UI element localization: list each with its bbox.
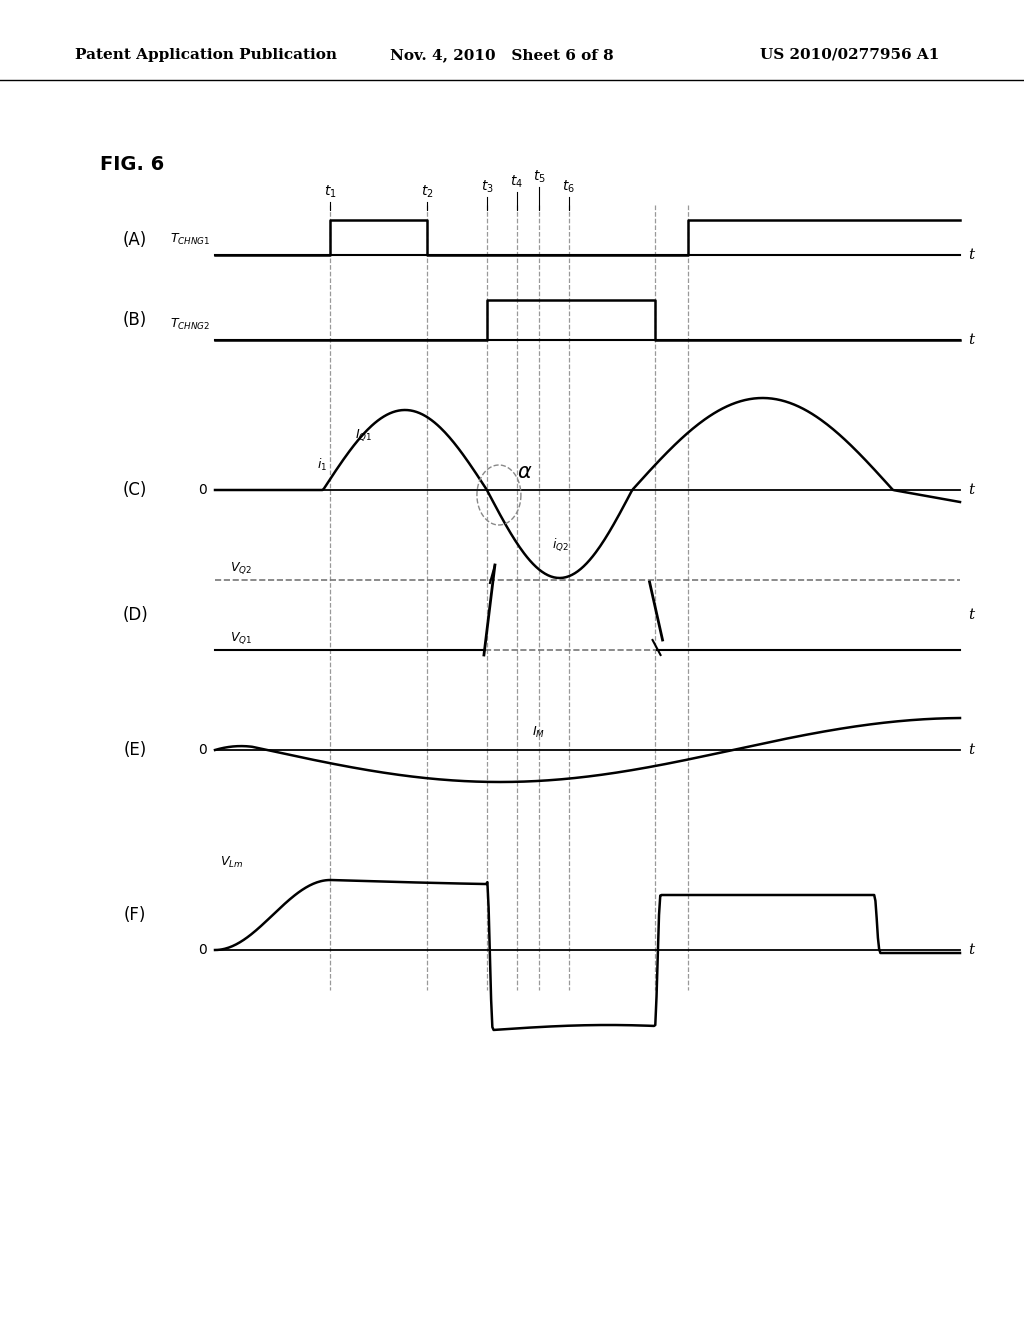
Text: $V_{Q2}$: $V_{Q2}$ bbox=[230, 560, 252, 576]
Text: $I_M$: $I_M$ bbox=[531, 725, 545, 741]
Text: $t_2$: $t_2$ bbox=[421, 183, 433, 201]
Text: t: t bbox=[968, 743, 974, 756]
Text: (C): (C) bbox=[123, 480, 147, 499]
Text: t: t bbox=[968, 333, 974, 347]
Text: $t_5$: $t_5$ bbox=[532, 169, 546, 185]
Text: FIG. 6: FIG. 6 bbox=[100, 154, 164, 174]
Text: $i_1$: $i_1$ bbox=[317, 457, 328, 473]
Text: $I_{Q1}$: $I_{Q1}$ bbox=[355, 428, 373, 442]
Text: t: t bbox=[968, 248, 974, 261]
Text: 0: 0 bbox=[199, 942, 207, 957]
Text: $V_{Q1}$: $V_{Q1}$ bbox=[230, 630, 252, 645]
Text: (E): (E) bbox=[123, 741, 146, 759]
Text: US 2010/0277956 A1: US 2010/0277956 A1 bbox=[760, 48, 939, 62]
Text: $V_{Lm}$: $V_{Lm}$ bbox=[220, 855, 244, 870]
Text: (A): (A) bbox=[123, 231, 147, 249]
Text: (F): (F) bbox=[124, 906, 146, 924]
Text: (B): (B) bbox=[123, 312, 147, 329]
Text: $T_{CHNG1}$: $T_{CHNG1}$ bbox=[170, 232, 210, 247]
Text: $i_{Q2}$: $i_{Q2}$ bbox=[552, 537, 568, 553]
Text: Nov. 4, 2010   Sheet 6 of 8: Nov. 4, 2010 Sheet 6 of 8 bbox=[390, 48, 613, 62]
Text: t: t bbox=[968, 609, 974, 622]
Text: $T_{CHNG2}$: $T_{CHNG2}$ bbox=[170, 317, 210, 333]
Text: t: t bbox=[968, 483, 974, 498]
Text: $\alpha$: $\alpha$ bbox=[517, 462, 532, 482]
Text: (D): (D) bbox=[122, 606, 147, 624]
Text: $t_4$: $t_4$ bbox=[510, 174, 523, 190]
Text: $t_6$: $t_6$ bbox=[562, 178, 575, 195]
Text: $t_1$: $t_1$ bbox=[325, 183, 337, 201]
Text: $t_3$: $t_3$ bbox=[480, 178, 494, 195]
Text: t: t bbox=[968, 942, 974, 957]
Text: 0: 0 bbox=[199, 743, 207, 756]
Text: 0: 0 bbox=[199, 483, 207, 498]
Text: Patent Application Publication: Patent Application Publication bbox=[75, 48, 337, 62]
